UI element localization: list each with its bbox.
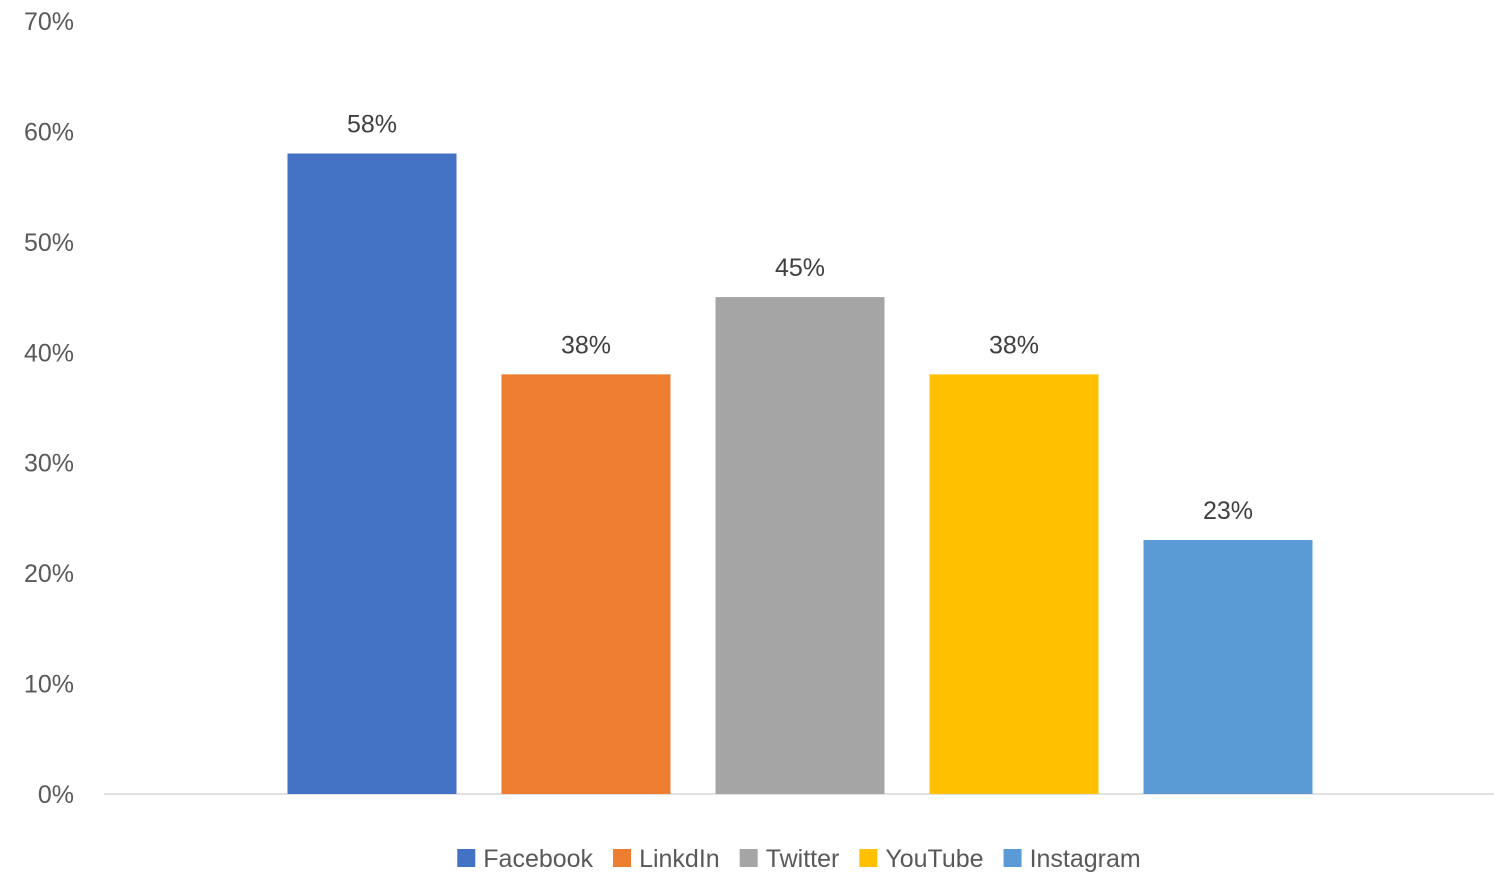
legend-swatch-youtube — [859, 849, 878, 867]
bar-facebook — [287, 153, 457, 794]
bar-instagram — [1143, 540, 1313, 794]
y-tick-label: 10% — [24, 671, 74, 699]
legend-label-twitter: Twitter — [766, 845, 840, 873]
data-label-facebook: 58% — [347, 111, 397, 139]
legend-swatch-instagram — [1003, 849, 1022, 867]
data-labels-group: 58% 38% 45% 38% 23% — [347, 111, 1253, 526]
bar-linkdin — [501, 374, 671, 794]
legend-label-facebook: Facebook — [483, 845, 593, 873]
y-tick-label: 0% — [38, 781, 74, 809]
data-label-instagram: 23% — [1203, 497, 1253, 525]
y-tick-label: 70% — [24, 8, 74, 36]
bar-youtube — [929, 374, 1099, 794]
y-axis: 0% 10% 20% 30% 40% 50% 60% 70% — [24, 8, 74, 809]
data-label-linkdin: 38% — [561, 331, 611, 359]
legend: Facebook LinkdIn Twitter YouTube Instagram — [457, 845, 1141, 873]
legend-swatch-linkdin — [613, 849, 632, 867]
y-tick-label: 60% — [24, 118, 74, 146]
bar-twitter — [715, 297, 885, 794]
legend-label-youtube: YouTube — [885, 845, 983, 873]
y-tick-label: 20% — [24, 560, 74, 588]
y-tick-label: 40% — [24, 339, 74, 367]
bars-group — [287, 153, 1313, 794]
data-label-youtube: 38% — [989, 331, 1039, 359]
legend-swatch-facebook — [457, 849, 476, 867]
data-label-twitter: 45% — [775, 254, 825, 282]
legend-swatch-twitter — [739, 849, 758, 867]
y-tick-label: 30% — [24, 450, 74, 478]
legend-label-instagram: Instagram — [1030, 845, 1141, 873]
legend-label-linkdin: LinkdIn — [639, 845, 720, 873]
y-tick-label: 50% — [24, 229, 74, 257]
